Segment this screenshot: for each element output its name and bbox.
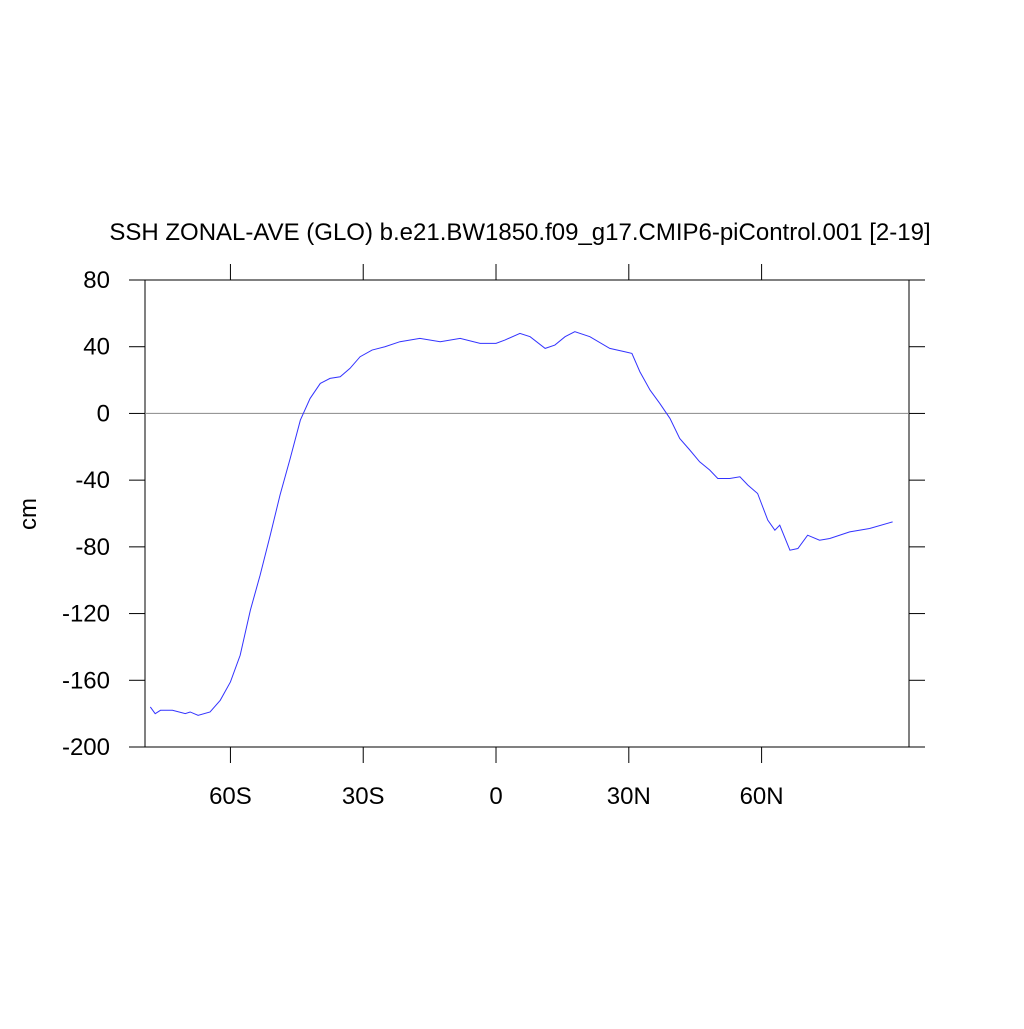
y-tick-label: 0 <box>97 400 110 427</box>
y-tick-label: -160 <box>62 667 110 694</box>
y-tick-label: 40 <box>83 334 110 361</box>
x-tick-label: 0 <box>489 783 502 810</box>
y-tick-label: 80 <box>83 267 110 294</box>
data-line <box>149 331 893 716</box>
y-tick-label: -120 <box>62 601 110 628</box>
y-tick-label: -40 <box>75 467 110 494</box>
plot-frame <box>144 279 910 748</box>
x-tick-label: 30S <box>342 783 385 810</box>
y-tick-label: -200 <box>62 734 110 761</box>
x-tick-label: 60N <box>740 783 784 810</box>
x-tick-label: 60S <box>209 783 252 810</box>
y-tick-label: -80 <box>75 534 110 561</box>
chart-title: SSH ZONAL-AVE (GLO) b.e21.BW1850.f09_g17… <box>109 219 930 246</box>
x-tick-label: 30N <box>607 783 651 810</box>
y-axis-label: cm <box>15 498 42 530</box>
